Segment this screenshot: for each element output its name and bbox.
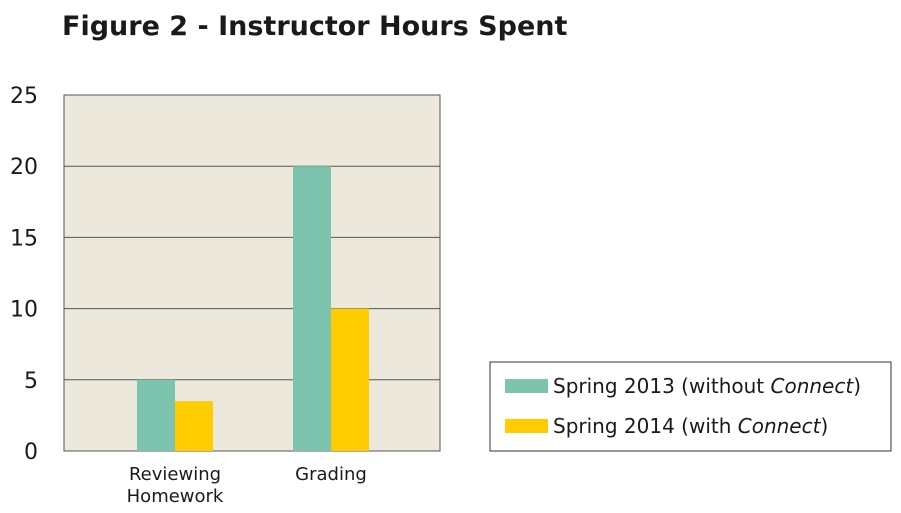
x-category-label: Grading [295,464,367,485]
bar [175,401,213,451]
x-category-label: Homework [127,486,224,507]
y-tick-label: 5 [24,369,38,394]
legend-swatch [505,419,548,433]
y-tick-label: 10 [10,298,38,323]
legend-swatch [505,379,548,393]
y-tick-label: 20 [10,155,38,180]
x-category-label: Reviewing [129,464,221,485]
legend: Spring 2013 (without Connect) Spring 2014… [489,361,892,452]
chart-title: Figure 2 - Instructor Hours Spent [62,11,567,42]
y-tick-label: 15 [10,226,38,251]
y-axis-ticks: 0 5 10 15 20 25 [10,84,38,465]
y-tick-label: 0 [24,440,38,465]
bar [331,308,369,451]
plot-area [63,94,441,452]
gridlines [64,165,440,381]
bar [137,379,175,451]
legend-label: Spring 2014 (with Connect) [553,414,828,438]
legend-label: Spring 2013 (without Connect) [553,374,861,398]
y-tick-label: 25 [10,84,38,109]
bar [293,166,331,451]
bars [137,166,369,451]
legend-box [489,361,892,452]
